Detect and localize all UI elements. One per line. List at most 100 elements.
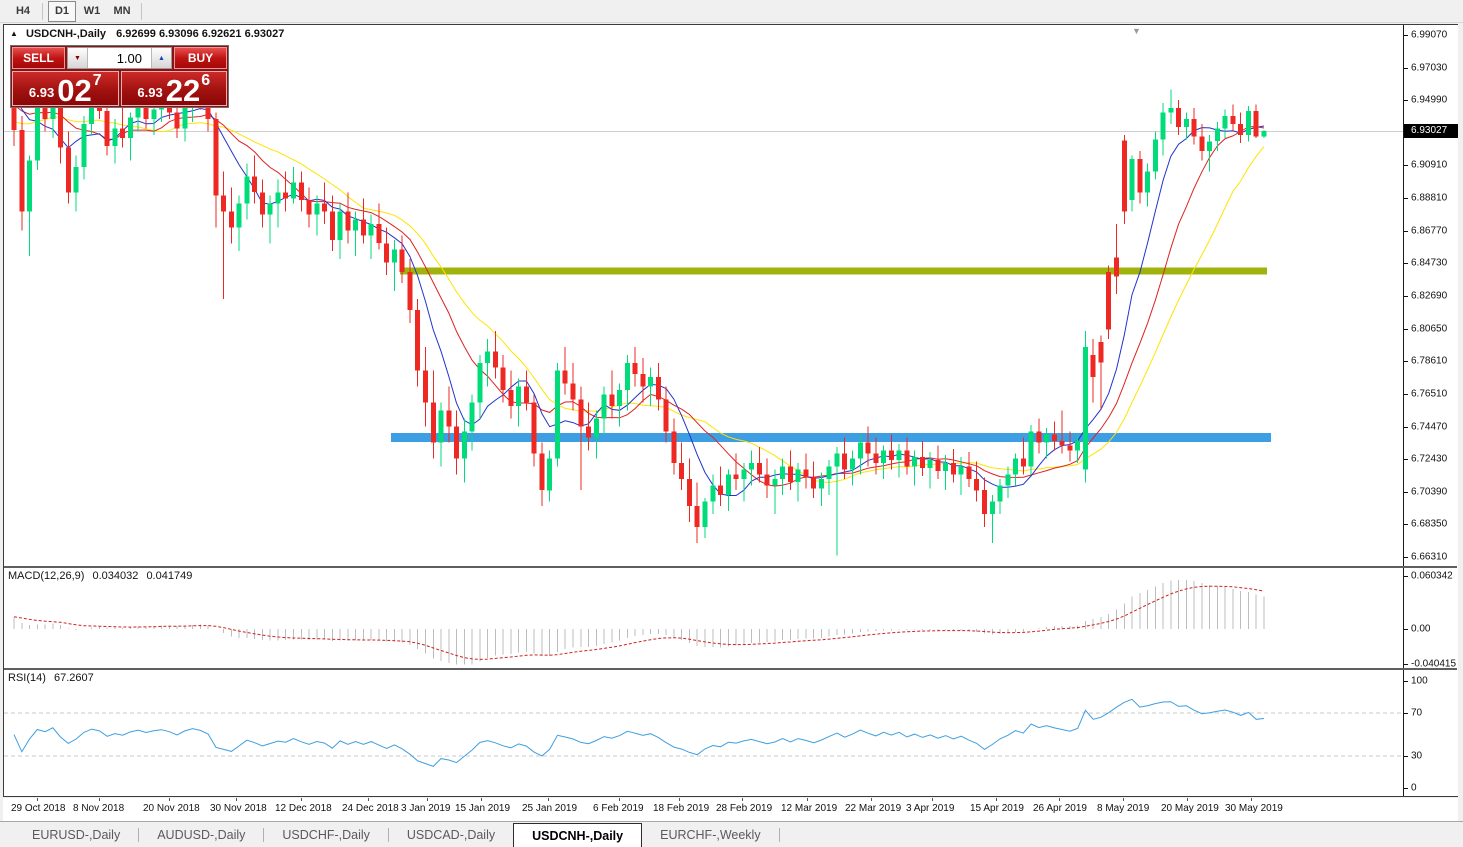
axis-tick — [1404, 629, 1408, 630]
axis-tick — [1404, 756, 1408, 757]
macd-signal-value: 0.041749 — [146, 570, 193, 582]
volume-control: ▼ 1.00 ▲ — [67, 47, 172, 69]
chart-window: ▲ USDCNH-,Daily 6.92699 6.93096 6.92621 … — [3, 24, 1458, 797]
date-label: 25 Jan 2019 — [522, 803, 578, 814]
rsi-canvas[interactable] — [4, 670, 1403, 796]
date-tick — [548, 798, 549, 801]
chart-plot-area[interactable]: ▲ USDCNH-,Daily 6.92699 6.93096 6.92621 … — [4, 25, 1403, 796]
toolbar-divider — [141, 2, 142, 20]
price-axis-label: 6.72430 — [1411, 453, 1448, 465]
date-label: 8 May 2019 — [1097, 803, 1150, 814]
date-label: 8 Nov 2018 — [73, 803, 125, 814]
price-axis-label: 6.70390 — [1411, 486, 1448, 498]
axis-tick — [1404, 427, 1408, 428]
chart-tab-bar: EURUSD-,Daily AUDUSD-,Daily USDCHF-,Daily U… — [0, 821, 1463, 847]
one-click-trade-panel: SELL ▼ 1.00 ▲ BUY 6.93 02 7 6.93 — [10, 45, 229, 108]
macd-main-value: 0.034032 — [92, 570, 139, 582]
date-label: 20 Nov 2018 — [143, 803, 200, 814]
price-axis-label: 6.90910 — [1411, 159, 1448, 171]
price-axis-label: 6.76510 — [1411, 388, 1448, 400]
buy-button[interactable]: BUY — [174, 47, 227, 69]
date-tick — [871, 798, 872, 801]
price-axis-label: 6.86770 — [1411, 225, 1448, 237]
date-tick — [368, 798, 369, 801]
rsi-axis-label: 70 — [1411, 707, 1423, 719]
price-axis-label: 6.78610 — [1411, 355, 1448, 367]
date-tick — [932, 798, 933, 801]
tab-eurchf-weekly[interactable]: EURCHF-,Weekly — [660, 827, 761, 842]
panel-splitter-macd[interactable] — [4, 566, 1457, 568]
volume-decrease-icon[interactable]: ▼ — [68, 48, 88, 68]
tab-divider — [778, 827, 780, 842]
current-price-tag: 6.93027 — [1404, 124, 1458, 138]
date-label: 12 Mar 2019 — [781, 803, 838, 814]
date-axis[interactable]: 29 Oct 2018 8 Nov 2018 20 Nov 2018 30 No… — [3, 798, 1458, 821]
collapse-trade-panel-icon[interactable]: ▲ — [10, 29, 18, 38]
buy-price-box[interactable]: 6.93 22 6 — [120, 71, 227, 108]
date-label: 26 Apr 2019 — [1033, 803, 1087, 814]
axis-tick — [1404, 576, 1408, 577]
tab-usdcad-daily[interactable]: USDCAD-,Daily — [406, 827, 496, 842]
price-axis[interactable]: 6.99070 6.97030 6.94990 6.90910 6.88810 … — [1403, 25, 1458, 796]
date-label: 15 Jan 2019 — [455, 803, 511, 814]
date-tick — [742, 798, 743, 801]
sell-price-box[interactable]: 6.93 02 7 — [12, 71, 119, 106]
axis-tick — [1404, 681, 1408, 682]
tab-audusd-daily[interactable]: AUDUSD-,Daily — [157, 827, 246, 842]
date-tick — [1187, 798, 1188, 801]
rsi-axis-label: 0 — [1411, 782, 1417, 794]
timeframe-button-mn[interactable]: MN — [113, 5, 131, 17]
rsi-title: RSI(14) 67.2607 — [8, 672, 94, 684]
tab-eurusd-daily[interactable]: EURUSD-,Daily — [32, 827, 121, 842]
timeframe-button-h4[interactable]: H4 — [15, 5, 31, 17]
date-label: 3 Apr 2019 — [906, 803, 955, 814]
timeframe-button-w1[interactable]: W1 — [83, 5, 101, 17]
date-label: 6 Feb 2019 — [593, 803, 644, 814]
tab-usdchf-daily[interactable]: USDCHF-,Daily — [282, 827, 370, 842]
date-label: 30 May 2019 — [1225, 803, 1283, 814]
macd-axis-label: 0.060342 — [1411, 570, 1453, 582]
macd-title: MACD(12,26,9) 0.034032 0.041749 — [8, 570, 193, 582]
date-tick — [99, 798, 100, 801]
volume-input[interactable]: 1.00 — [88, 48, 151, 68]
price-axis-label: 6.66310 — [1411, 551, 1448, 563]
axis-tick — [1404, 296, 1408, 297]
sell-price-main: 02 — [57, 72, 92, 108]
macd-axis-label: -0.040415 — [1411, 658, 1457, 670]
date-label: 15 Apr 2019 — [970, 803, 1024, 814]
chart-title: ▲ USDCNH-,Daily 6.92699 6.93096 6.92621 … — [10, 28, 284, 40]
price-axis-label: 6.68350 — [1411, 518, 1448, 530]
chart-shift-marker-icon[interactable]: ▼ — [1132, 26, 1141, 36]
buy-price-prefix: 6.93 — [137, 85, 163, 100]
sell-button[interactable]: SELL — [12, 47, 65, 69]
timeframe-button-d1[interactable]: D1 — [48, 0, 76, 22]
chart-quote-values: 6.92699 6.93096 6.92621 6.93027 — [116, 28, 285, 40]
chart-symbol-label: USDCNH-,Daily — [25, 28, 107, 40]
axis-tick — [1404, 664, 1408, 665]
price-axis-label: 6.82690 — [1411, 290, 1448, 302]
tab-usdcnh-daily[interactable]: USDCNH-,Daily — [513, 823, 643, 847]
axis-tick — [1404, 100, 1408, 101]
price-axis-label: 6.99070 — [1411, 29, 1448, 41]
timeframe-toolbar: H4 D1 W1 MN — [0, 0, 1463, 23]
date-tick — [807, 798, 808, 801]
date-tick — [1059, 798, 1060, 801]
axis-tick — [1404, 394, 1408, 395]
macd-canvas[interactable] — [4, 568, 1403, 668]
date-tick — [1251, 798, 1252, 801]
buy-price-main: 22 — [165, 72, 201, 108]
date-label: 18 Feb 2019 — [653, 803, 710, 814]
date-tick — [679, 798, 680, 801]
date-tick — [427, 798, 428, 801]
axis-tick — [1404, 492, 1408, 493]
price-axis-label: 6.74470 — [1411, 421, 1448, 433]
volume-increase-icon[interactable]: ▲ — [151, 48, 171, 68]
axis-tick — [1404, 557, 1408, 558]
axis-tick — [1404, 68, 1408, 69]
price-axis-label: 6.84730 — [1411, 257, 1448, 269]
tab-divider — [387, 827, 389, 842]
buy-price-pip: 6 — [201, 72, 211, 89]
panel-splitter-rsi[interactable] — [4, 668, 1457, 670]
axis-tick — [1404, 329, 1408, 330]
